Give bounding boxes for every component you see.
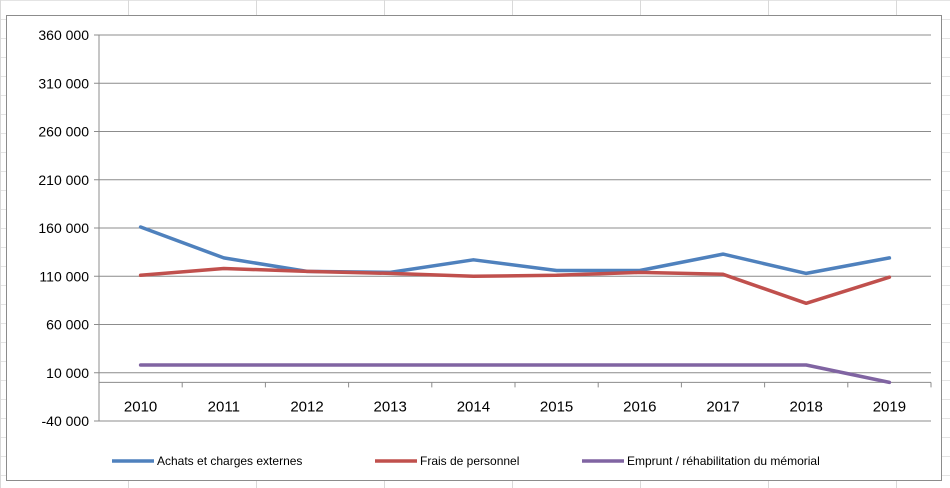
y-tick-label: 360 000 [38, 27, 89, 43]
x-tick-label: 2016 [623, 398, 656, 415]
y-tick-label: 160 000 [38, 220, 89, 236]
legend-label: Achats et charges externes [157, 454, 302, 468]
x-tick-label: 2015 [540, 398, 573, 415]
line-chart: -40 000 10 000 60 000 110 000 160 000 210 000… [38, 27, 932, 468]
x-tick-label: 2010 [124, 398, 157, 415]
y-tick-label: 310 000 [38, 75, 89, 91]
x-tick-label: 2018 [790, 398, 823, 415]
series-line-2[interactable] [138, 266, 892, 306]
x-tick-label: 2019 [873, 398, 906, 415]
series-line-1[interactable] [138, 225, 892, 276]
y-tick-label: 210 000 [38, 172, 89, 188]
legend-label: Emprunt / réhabilitation du mémorial [627, 454, 820, 468]
x-tick-label: 2014 [457, 398, 490, 415]
x-tick-label: 2011 [208, 398, 240, 415]
axes: -40 000 10 000 60 000 110 000 160 000 210 000… [38, 27, 932, 429]
x-tick-label: 2017 [706, 398, 739, 415]
legend: Achats et charges externes Frais de perso… [112, 454, 820, 468]
y-tick-label: 110 000 [39, 268, 89, 284]
x-tick-label: 2013 [374, 398, 407, 415]
y-tick-label: 10 000 [46, 365, 89, 381]
gridlines [99, 34, 931, 422]
x-tick-label: 2012 [290, 398, 323, 415]
legend-label: Frais de personnel [420, 454, 519, 468]
y-tick-label: -40 000 [42, 413, 90, 429]
y-tick-label: 260 000 [38, 124, 89, 140]
series-lines [138, 225, 892, 385]
series-line-3[interactable] [138, 363, 892, 385]
chart-area[interactable]: -40 000 10 000 60 000 110 000 160 000 210 000… [6, 15, 942, 481]
y-tick-label: 60 000 [46, 317, 89, 333]
